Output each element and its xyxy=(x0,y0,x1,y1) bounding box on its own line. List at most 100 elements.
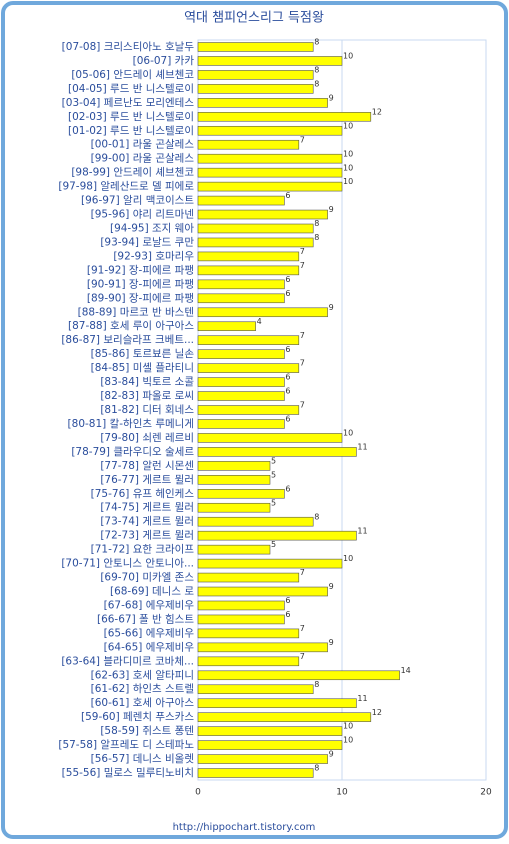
bar xyxy=(197,223,314,234)
y-tick-label: [72-73] 게르트 뮐러 xyxy=(100,530,194,542)
y-tick-label: [56-57] 데니스 비올렛 xyxy=(91,753,195,765)
y-tick-label: [91-92] 장-피에르 파팽 xyxy=(87,264,194,276)
footer: http://hippochart.tistory.com xyxy=(173,822,316,833)
data-label: 6 xyxy=(285,415,290,424)
data-label: 12 xyxy=(372,708,382,717)
y-tick-label: [03-04] 페르난도 모리엔테스 xyxy=(62,97,195,109)
y-tick-label: [66-67] 폴 반 힘스트 xyxy=(97,613,194,625)
data-label: 7 xyxy=(300,359,305,368)
y-tick-label: [88-89] 마르코 반 바스텐 xyxy=(78,306,194,318)
y-tick-label: [60-61] 호세 아구아스 xyxy=(91,697,195,709)
y-tick-label: [68-69] 데니스 로 xyxy=(110,586,194,598)
bar xyxy=(197,70,314,80)
bar xyxy=(197,572,300,583)
data-label: 10 xyxy=(343,163,353,172)
data-label: 5 xyxy=(271,540,276,549)
data-label: 9 xyxy=(329,750,334,759)
data-label: 11 xyxy=(357,694,367,703)
y-tick-label: [63-64] 블라디미르 코바체... xyxy=(61,655,194,667)
y-tick-label: [83-84] 빅토르 소콜 xyxy=(100,376,194,388)
bar xyxy=(197,433,343,443)
bar xyxy=(197,293,285,304)
y-tick-label: [87-88] 호세 루이 아구아스 xyxy=(68,320,194,332)
data-label: 10 xyxy=(343,429,353,438)
bar xyxy=(197,363,300,373)
data-label: 7 xyxy=(300,135,305,144)
data-label: 9 xyxy=(329,205,334,214)
bar xyxy=(197,600,285,611)
y-tick-label: [93-94] 로날드 쿠만 xyxy=(100,236,194,248)
y-tick-label: [73-74] 게르트 뮐러 xyxy=(100,516,194,528)
bar xyxy=(197,42,314,52)
data-label: 8 xyxy=(314,66,319,75)
bar xyxy=(197,405,300,415)
data-label: 11 xyxy=(357,526,367,535)
data-label: 6 xyxy=(285,373,290,382)
bar xyxy=(197,670,400,681)
y-tick-label: [78-79] 클라우디오 술세르 xyxy=(71,446,194,458)
bar xyxy=(197,754,328,764)
bar xyxy=(197,586,328,597)
bar xyxy=(197,712,372,722)
y-tick-label: [58-59] 쥐스트 퐁텐 xyxy=(100,725,194,737)
y-tick-label: [99-00] 라울 곤살레스 xyxy=(91,153,195,165)
data-label: 6 xyxy=(285,484,290,493)
bar xyxy=(197,377,285,387)
bar xyxy=(197,181,343,192)
data-label: 10 xyxy=(343,722,353,731)
x-tick-label: 20 xyxy=(480,788,492,798)
y-tick-label: [69-70] 미카엘 존스 xyxy=(100,571,194,584)
data-label: 7 xyxy=(300,261,305,270)
data-label: 12 xyxy=(372,107,382,116)
bar xyxy=(197,335,300,345)
y-tick-label: [02-03] 루드 반 니스텔로이 xyxy=(68,111,194,123)
data-label: 9 xyxy=(329,638,334,647)
y-tick-label: [62-63] 호세 알타피니 xyxy=(91,669,194,681)
data-label: 8 xyxy=(314,764,319,773)
bar xyxy=(197,628,300,639)
y-tick-label: [55-56] 밀로스 밀루티노비치 xyxy=(62,767,194,779)
bar xyxy=(197,112,372,122)
y-tick-label: [64-65] 에우제비우 xyxy=(104,641,195,653)
bar xyxy=(197,698,357,708)
data-label: 4 xyxy=(257,317,262,326)
x-tick-label: 0 xyxy=(195,788,201,798)
y-tick-label: [04-05] 루드 반 니스텔로이 xyxy=(68,83,194,95)
y-tick-label: [74-75] 게르트 뮐러 xyxy=(100,502,194,514)
y-tick-label: [82-83] 파올로 로씨 xyxy=(100,390,194,402)
y-tick-label: [97-98] 알레산드로 델 피에로 xyxy=(58,181,194,193)
data-label: 10 xyxy=(343,149,353,158)
data-label: 10 xyxy=(343,736,353,745)
y-tick-label: [65-66] 에우제비우 xyxy=(104,627,195,639)
bar xyxy=(197,768,314,778)
data-label: 7 xyxy=(300,568,305,577)
y-tick-label: [98-99] 안드레이 셰브첸코 xyxy=(71,167,194,179)
data-label: 6 xyxy=(285,596,290,605)
data-label: 6 xyxy=(285,289,290,298)
y-tick-label: [95-96] 야리 리트마넨 xyxy=(91,208,194,221)
y-tick-label: [05-06] 안드레이 셰브첸코 xyxy=(71,69,194,81)
y-tick-label: [79-80] 쇠렌 레르비 xyxy=(100,432,194,444)
y-tick-label: [85-86] 토르뵤른 닐손 xyxy=(91,348,195,360)
y-tick-label: [67-68] 에우제비우 xyxy=(104,599,195,611)
bar xyxy=(197,726,343,736)
y-tick-label: [71-72] 요한 크라이프 xyxy=(91,544,195,556)
y-tick-label: [70-71] 안토니스 안토니아... xyxy=(61,558,194,570)
y-tick-label: [61-62] 하인츠 스트렐 xyxy=(91,682,194,695)
data-label: 10 xyxy=(343,177,353,186)
bar xyxy=(197,153,343,164)
data-label: 7 xyxy=(300,624,305,633)
bar xyxy=(197,558,343,569)
data-label: 8 xyxy=(314,219,319,228)
chart-title: 역대 챔피언스리그 득점왕 xyxy=(184,11,324,26)
bar xyxy=(197,530,357,541)
data-label: 7 xyxy=(300,401,305,410)
data-label: 7 xyxy=(300,247,305,256)
data-label: 10 xyxy=(343,52,353,61)
bar xyxy=(197,265,300,276)
y-tick-label: [81-82] 디터 회네스 xyxy=(100,404,194,416)
data-label: 8 xyxy=(314,680,319,689)
bar xyxy=(197,391,285,401)
y-tick-label: [06-07] 카카 xyxy=(133,55,195,67)
bar xyxy=(197,167,343,178)
